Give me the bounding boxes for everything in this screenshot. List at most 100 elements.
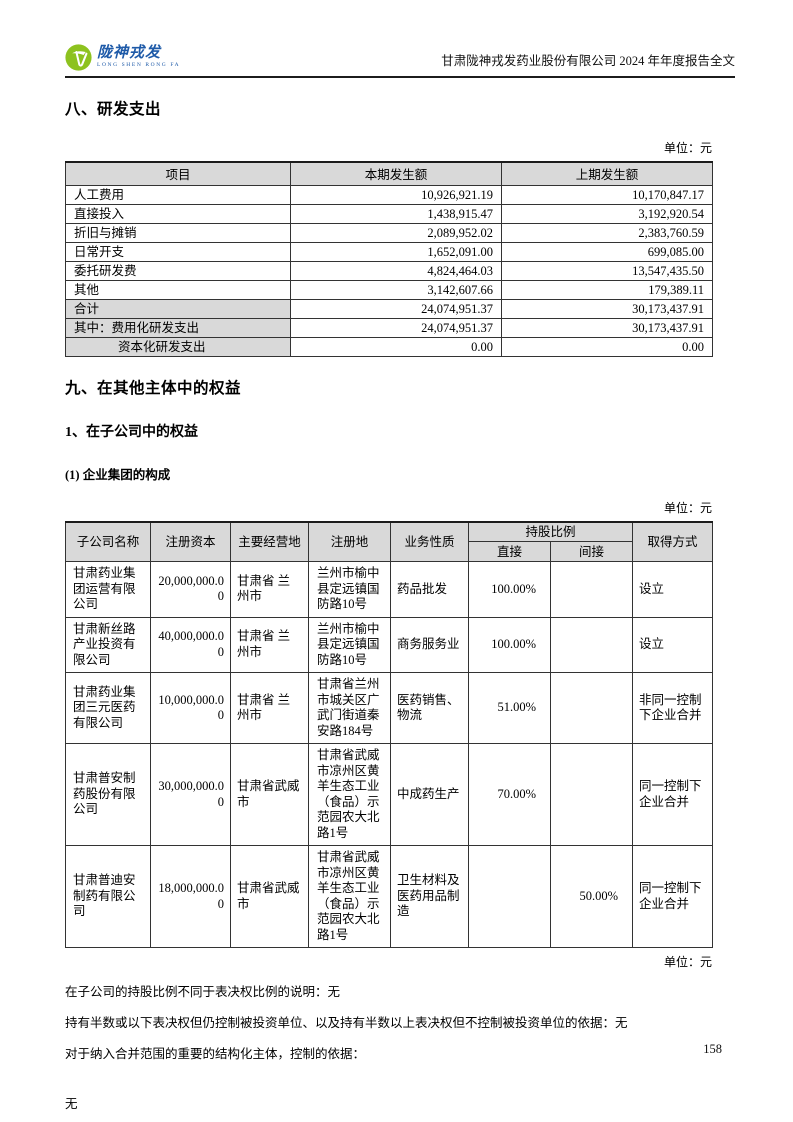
cell-direct-pct xyxy=(468,845,551,948)
cell-label: 人工费用 xyxy=(65,184,291,205)
table-row: 日常开支 1,652,091.00 699,085.00 xyxy=(65,241,713,262)
cell-capital: 10,000,000.00 xyxy=(150,672,231,744)
subsidiaries-table: 子公司名称 注册资本 主要经营地 注册地 业务性质 持股比例 取得方式 直接 间… xyxy=(65,520,714,948)
cell-indirect-pct xyxy=(549,743,634,846)
brand-name-en: LONG SHEN RONG FA xyxy=(97,62,181,69)
cell-business: 商务服务业 xyxy=(390,616,469,673)
cell-current: 1,438,915.47 xyxy=(290,203,502,224)
brand-logo-icon xyxy=(65,44,92,71)
cell-name: 甘肃新丝路产业投资有限公司 xyxy=(65,616,151,673)
table-header-row-1: 子公司名称 注册资本 主要经营地 注册地 业务性质 持股比例 取得方式 xyxy=(65,521,714,562)
rd-expenditure-table: 项目 本期发生额 上期发生额 人工费用 10,926,921.19 10,170… xyxy=(65,161,713,357)
cell-capital: 18,000,000.00 xyxy=(150,845,231,948)
note-structured-entities: 对于纳入合并范围的重要的结构化主体，控制的依据： xyxy=(65,1047,366,1062)
col-header-main-place: 主要经营地 xyxy=(230,521,309,562)
subsidiary-row: 甘肃普安制药股份有限公司 30,000,000.00 甘肃省武威市 甘肃省武威市… xyxy=(65,743,714,846)
section-title-rd-expenditure: 八、研发支出 xyxy=(65,101,162,118)
brand-name-cn: 陇神戎发 xyxy=(97,45,162,62)
cell-business: 药品批发 xyxy=(390,561,469,618)
unit-label: 单位：元 xyxy=(663,500,712,515)
cell-indirect-pct xyxy=(549,561,634,618)
col-header-item: 项目 xyxy=(65,161,291,186)
cell-place: 甘肃省 兰州市 xyxy=(230,616,309,673)
cell-prior: 179,389.11 xyxy=(501,279,713,300)
col-header-acquisition-method: 取得方式 xyxy=(632,521,714,562)
company-logo: 陇神戎发 LONG SHEN RONG FA xyxy=(65,44,180,71)
cell-label-total: 合计 xyxy=(65,298,291,319)
subsidiary-row: 甘肃药业集团运营有限公司 20,000,000.00 甘肃省 兰州市 兰州市榆中… xyxy=(65,561,714,618)
cell-registered-place: 甘肃省兰州市城关区广武门街道秦安路184号 xyxy=(308,672,391,744)
cell-registered-place: 甘肃省武威市凉州区黄羊生态工业（食品）示范园农大北路1号 xyxy=(308,845,391,948)
cell-method: 非同一控制下企业合并 xyxy=(632,672,714,744)
cell-current: 24,074,951.37 xyxy=(290,317,502,338)
cell-method: 同一控制下企业合并 xyxy=(632,845,714,948)
subsection-title-subsidiaries: 1、在子公司中的权益 xyxy=(65,424,198,440)
cell-label: 委托研发费 xyxy=(65,260,291,281)
cell-prior: 10,170,847.17 xyxy=(501,184,713,205)
cell-registered-place: 甘肃省武威市凉州区黄羊生态工业（食品）示范园农大北路1号 xyxy=(308,743,391,846)
cell-indirect-pct xyxy=(549,672,634,744)
page-number: 158 xyxy=(703,1042,722,1056)
table-row-expensed: 其中：费用化研发支出 24,074,951.37 30,173,437.91 xyxy=(65,317,713,338)
cell-current: 24,074,951.37 xyxy=(290,298,502,319)
table-header-row-2: 直接 间接 xyxy=(66,541,713,562)
cell-direct-pct: 100.00% xyxy=(468,561,551,618)
cell-prior: 13,547,435.50 xyxy=(501,260,713,281)
cell-prior: 2,383,760.59 xyxy=(501,222,713,243)
cell-prior: 30,173,437.91 xyxy=(501,298,713,319)
cell-current: 0.00 xyxy=(290,336,502,357)
table-row: 折旧与摊销 2,089,952.02 2,383,760.59 xyxy=(65,222,713,243)
cell-capital: 20,000,000.00 xyxy=(150,561,231,618)
cell-capital: 40,000,000.00 xyxy=(150,616,231,673)
cell-name: 甘肃药业集团运营有限公司 xyxy=(65,561,151,618)
cell-place: 甘肃省 兰州市 xyxy=(230,672,309,744)
col-header-prior-period: 上期发生额 xyxy=(501,161,713,186)
subsidiary-row: 甘肃药业集团三元医药有限公司 10,000,000.00 甘肃省 兰州市 甘肃省… xyxy=(65,672,714,744)
cell-label: 直接投入 xyxy=(65,203,291,224)
section-title-interests: 九、在其他主体中的权益 xyxy=(65,379,242,397)
cell-method: 设立 xyxy=(632,616,714,673)
subsection-title-group-structure: (1) 企业集团的构成 xyxy=(65,467,171,482)
document-header: 陇神戎发 LONG SHEN RONG FA 甘肃陇神戎发药业股份有限公司 20… xyxy=(65,0,735,78)
cell-method: 设立 xyxy=(632,561,714,618)
cell-prior: 30,173,437.91 xyxy=(501,317,713,338)
subsidiary-row: 甘肃普迪安制药有限公司 18,000,000.00 甘肃省武威市 甘肃省武威市凉… xyxy=(65,845,714,948)
table-row: 其他 3,142,607.66 179,389.11 xyxy=(65,279,713,300)
cell-current: 3,142,607.66 xyxy=(290,279,502,300)
cell-prior: 0.00 xyxy=(501,336,713,357)
cell-registered-place: 兰州市榆中县定远镇国防路10号 xyxy=(308,561,391,618)
subsidiary-row: 甘肃新丝路产业投资有限公司 40,000,000.00 甘肃省 兰州市 兰州市榆… xyxy=(65,616,714,673)
table-row-capitalized: 资本化研发支出 0.00 0.00 xyxy=(65,336,713,357)
cell-current: 1,652,091.00 xyxy=(290,241,502,262)
unit-label: 单位：元 xyxy=(663,141,712,155)
cell-prior: 699,085.00 xyxy=(501,241,713,262)
table-row: 人工费用 10,926,921.19 10,170,847.17 xyxy=(65,184,713,205)
col-header-current-period: 本期发生额 xyxy=(290,161,502,186)
cell-place: 甘肃省武威市 xyxy=(230,845,309,948)
col-header-shareholding-ratio: 持股比例 xyxy=(467,521,634,542)
cell-place: 甘肃省 兰州市 xyxy=(230,561,309,618)
col-header-direct: 直接 xyxy=(468,541,551,562)
col-header-indirect: 间接 xyxy=(549,541,634,562)
cell-current: 2,089,952.02 xyxy=(290,222,502,243)
cell-business: 中成药生产 xyxy=(390,743,469,846)
cell-prior: 3,192,920.54 xyxy=(501,203,713,224)
note-none: 无 xyxy=(65,1097,78,1112)
table-row: 委托研发费 4,824,464.03 13,547,435.50 xyxy=(65,260,713,281)
cell-label-capitalized: 资本化研发支出 xyxy=(65,336,291,357)
cell-label: 其他 xyxy=(65,279,291,300)
col-header-registered-place: 注册地 xyxy=(308,521,391,562)
cell-method: 同一控制下企业合并 xyxy=(632,743,714,846)
col-header-business-nature: 业务性质 xyxy=(390,521,469,562)
cell-indirect-pct xyxy=(549,616,634,673)
cell-label: 折旧与摊销 xyxy=(65,222,291,243)
cell-capital: 30,000,000.00 xyxy=(150,743,231,846)
col-header-registered-capital: 注册资本 xyxy=(150,521,231,562)
cell-label-expensed: 其中：费用化研发支出 xyxy=(65,317,291,338)
cell-direct-pct: 51.00% xyxy=(468,672,551,744)
brand-text: 陇神戎发 LONG SHEN RONG FA xyxy=(97,46,180,69)
cell-place: 甘肃省武威市 xyxy=(230,743,309,846)
col-header-subsidiary-name: 子公司名称 xyxy=(65,521,151,562)
note-control-basis: 持有半数或以下表决权但仍控制被投资单位、以及持有半数以上表决权但不控制被投资单位… xyxy=(65,1016,628,1031)
